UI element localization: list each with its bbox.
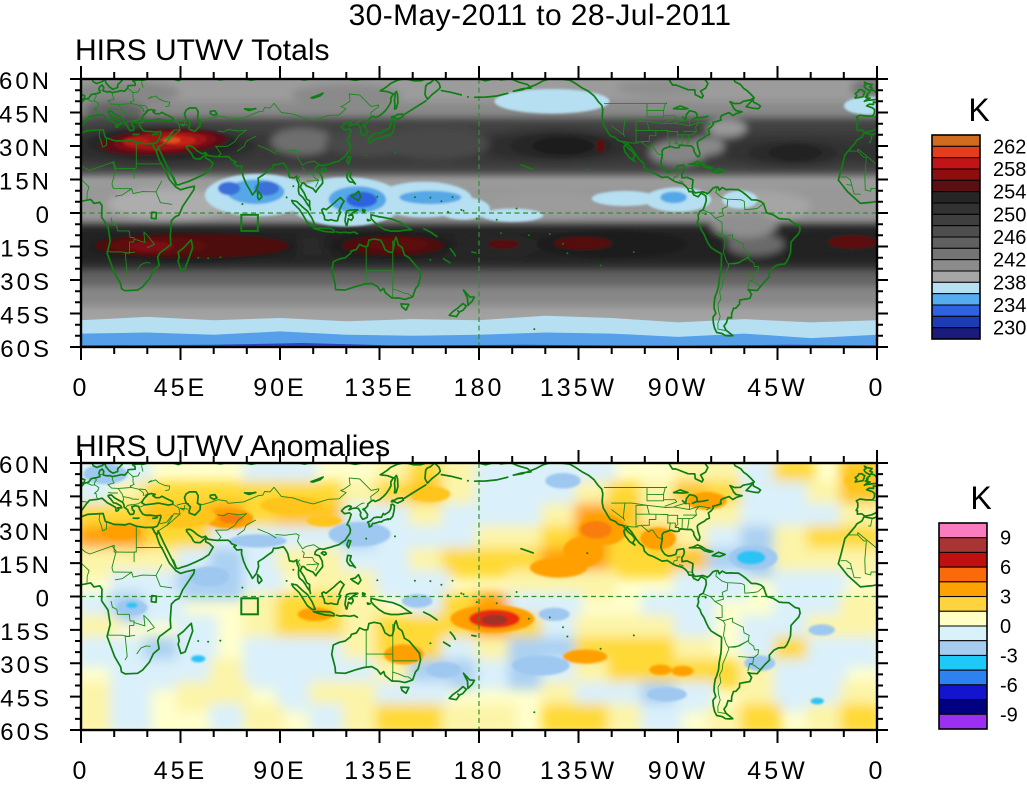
svg-text:262: 262	[993, 136, 1026, 158]
svg-text:30S: 30S	[0, 652, 52, 679]
svg-text:30-May-2011 to 28-Jul-2011: 30-May-2011 to 28-Jul-2011	[349, 0, 732, 32]
svg-text:242: 242	[993, 250, 1026, 272]
svg-text:250: 250	[993, 204, 1026, 226]
svg-text:60S: 60S	[0, 336, 52, 363]
svg-text:-3: -3	[1000, 645, 1018, 667]
svg-text:0: 0	[869, 757, 886, 785]
svg-text:45S: 45S	[0, 686, 52, 713]
svg-text:230: 230	[993, 318, 1026, 340]
svg-text:90W: 90W	[648, 757, 708, 785]
svg-text:0: 0	[73, 374, 90, 402]
svg-text:60S: 60S	[0, 719, 52, 746]
svg-text:45S: 45S	[0, 303, 52, 330]
svg-text:-9: -9	[1000, 704, 1018, 726]
svg-text:60N: 60N	[0, 452, 52, 479]
svg-text:0: 0	[36, 202, 52, 229]
svg-text:60N: 60N	[0, 68, 52, 95]
svg-text:246: 246	[993, 227, 1026, 249]
svg-text:15N: 15N	[0, 169, 52, 196]
svg-text:K: K	[968, 92, 989, 128]
svg-text:135W: 135W	[540, 374, 617, 402]
svg-text:135W: 135W	[540, 757, 617, 785]
svg-text:258: 258	[993, 159, 1026, 181]
svg-text:K: K	[970, 480, 991, 516]
svg-text:45N: 45N	[0, 102, 52, 129]
svg-text:9: 9	[1000, 528, 1011, 550]
svg-text:45E: 45E	[154, 757, 207, 785]
svg-text:3: 3	[1000, 587, 1011, 609]
svg-text:-6: -6	[1000, 675, 1018, 697]
svg-text:0: 0	[1000, 616, 1011, 638]
svg-text:254: 254	[993, 182, 1026, 204]
svg-text:45W: 45W	[747, 374, 807, 402]
svg-text:135E: 135E	[344, 374, 414, 402]
svg-text:30N: 30N	[0, 519, 52, 546]
svg-text:0: 0	[36, 586, 52, 613]
svg-text:180: 180	[454, 757, 505, 785]
svg-text:HIRS UTWV Anomalies: HIRS UTWV Anomalies	[75, 430, 390, 463]
svg-text:30N: 30N	[0, 135, 52, 162]
svg-text:238: 238	[993, 272, 1026, 294]
svg-text:234: 234	[993, 295, 1026, 317]
svg-text:15N: 15N	[0, 552, 52, 579]
svg-text:135E: 135E	[344, 757, 414, 785]
svg-text:0: 0	[869, 374, 886, 402]
svg-text:45W: 45W	[747, 757, 807, 785]
svg-text:30S: 30S	[0, 269, 52, 296]
svg-text:15S: 15S	[0, 619, 52, 646]
svg-text:90E: 90E	[253, 374, 306, 402]
svg-text:6: 6	[1000, 557, 1011, 579]
svg-text:180: 180	[454, 374, 505, 402]
svg-text:HIRS UTWV Totals: HIRS UTWV Totals	[75, 34, 330, 67]
svg-text:45E: 45E	[154, 374, 207, 402]
svg-text:90W: 90W	[648, 374, 708, 402]
svg-text:90E: 90E	[253, 757, 306, 785]
svg-text:15S: 15S	[0, 236, 52, 263]
svg-text:0: 0	[73, 757, 90, 785]
svg-text:45N: 45N	[0, 485, 52, 512]
